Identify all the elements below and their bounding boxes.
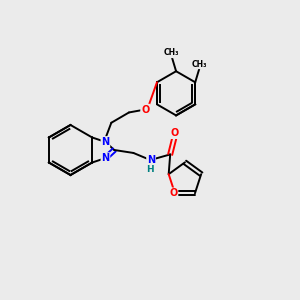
Text: H: H bbox=[146, 165, 153, 174]
Text: N: N bbox=[101, 137, 110, 147]
Text: O: O bbox=[170, 128, 179, 138]
Text: O: O bbox=[169, 188, 178, 198]
Text: O: O bbox=[141, 104, 149, 115]
Text: CH₃: CH₃ bbox=[164, 49, 179, 58]
Text: CH₃: CH₃ bbox=[192, 59, 207, 68]
Text: N: N bbox=[101, 153, 110, 163]
Text: N: N bbox=[147, 155, 155, 165]
